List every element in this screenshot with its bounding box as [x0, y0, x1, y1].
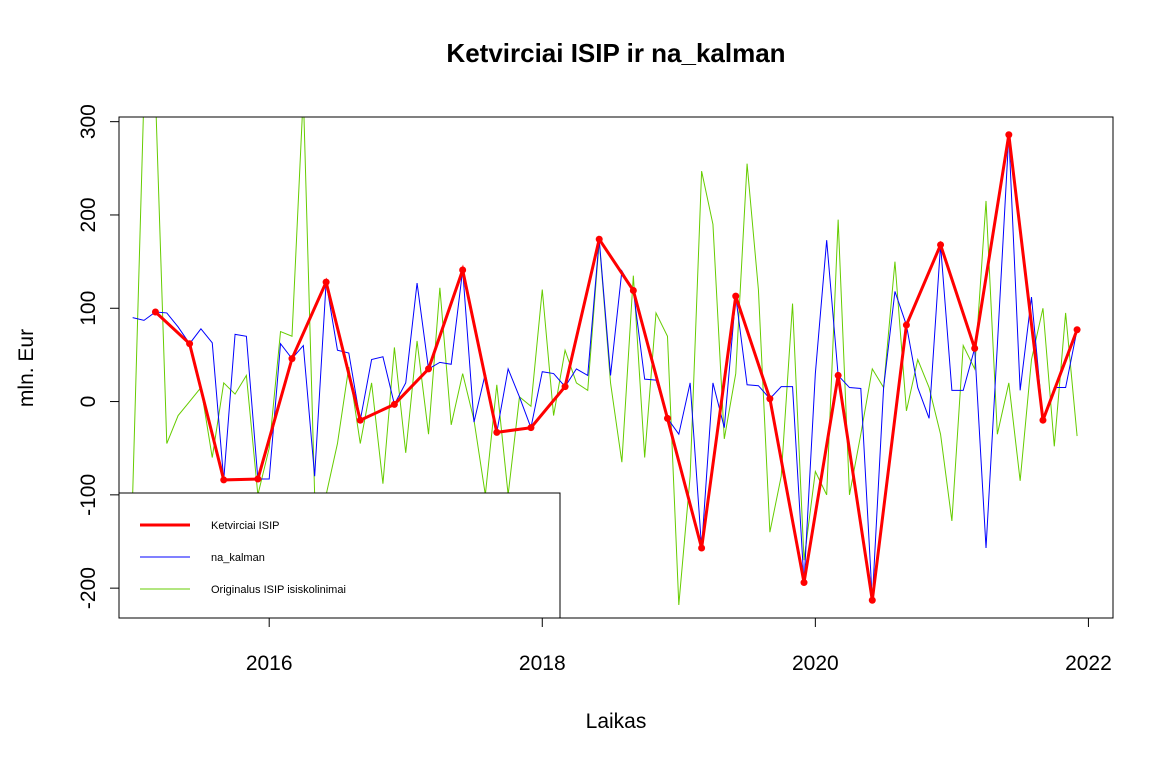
data-point	[937, 241, 945, 249]
x-tick-label: 2016	[246, 652, 293, 675]
y-tick-label: 200	[77, 197, 100, 232]
y-axis-label: mln. Eur	[15, 329, 38, 407]
x-axis-label: Laikas	[586, 710, 647, 733]
x-tick-label: 2018	[519, 652, 566, 675]
series-line	[154, 134, 1079, 601]
data-point	[766, 395, 774, 403]
data-point	[732, 292, 740, 300]
y-tick-label: 100	[77, 291, 100, 326]
data-point	[356, 416, 364, 424]
data-point	[663, 414, 671, 422]
x-tick-label: 2022	[1065, 652, 1112, 675]
data-point	[220, 476, 228, 484]
y-tick-label: 300	[77, 104, 100, 139]
data-point	[1039, 416, 1047, 424]
data-point	[561, 383, 569, 391]
data-point	[288, 355, 296, 363]
data-point	[800, 579, 808, 587]
legend-label: na_kalman	[211, 552, 265, 564]
data-point	[698, 544, 706, 552]
data-point	[1073, 326, 1081, 334]
data-point	[459, 266, 467, 274]
y-tick-label: 0	[77, 396, 100, 408]
plot-frame	[118, 116, 1114, 619]
data-point	[595, 235, 603, 243]
data-point	[322, 278, 330, 286]
x-tick-label: 2020	[792, 652, 839, 675]
data-point	[971, 344, 979, 352]
data-point	[151, 308, 159, 316]
legend-label: Ketvirciai ISIP	[211, 520, 279, 532]
chart-title: Ketvirciai ISIP ir na_kalman	[446, 38, 785, 68]
data-point	[254, 475, 262, 483]
plot-lines	[132, 117, 1081, 605]
y-tick-label: -200	[77, 567, 100, 609]
data-point	[186, 340, 194, 348]
data-point	[902, 321, 910, 329]
data-point	[834, 371, 842, 379]
legend-box	[118, 492, 561, 619]
data-point	[390, 400, 398, 408]
legend-label: Originalus ISIP isiskolinimai	[211, 584, 346, 596]
data-point	[425, 365, 433, 373]
data-point	[493, 428, 501, 436]
y-tick-label: -100	[77, 474, 100, 516]
data-point	[1005, 131, 1013, 139]
data-point	[868, 596, 876, 604]
data-point	[527, 424, 535, 432]
data-point	[629, 287, 637, 295]
